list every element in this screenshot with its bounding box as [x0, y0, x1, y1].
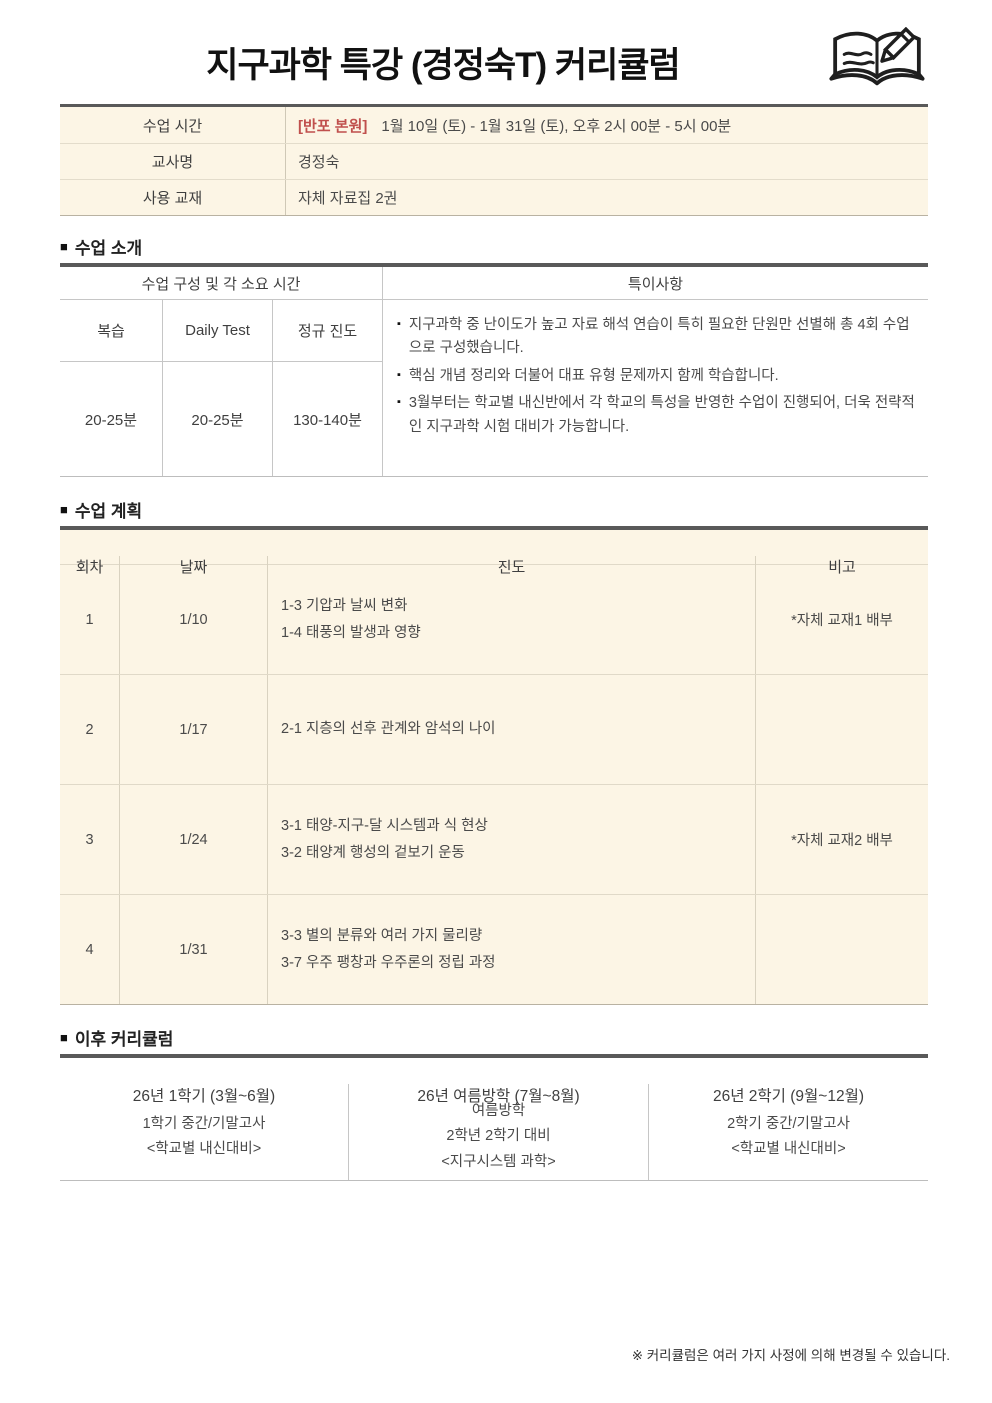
bullet-square-icon: ▪ — [397, 396, 401, 409]
table-row: 2 1/17 2-1 지층의 선후 관계와 암석의 나이 — [60, 674, 928, 784]
session-topics: 1-3 기압과 날씨 변화 1-4 태풍의 발생과 영향 — [268, 565, 756, 674]
time-text: 1월 10일 (토) - 1월 31일 (토), 오후 2시 00분 - 5시 … — [381, 117, 732, 135]
session-number: 1 — [60, 565, 120, 674]
subheader-daily-test: Daily Test — [163, 300, 273, 362]
note-text: 핵심 개념 정리와 더불어 대표 유형 문제까지 함께 학습합니다. — [408, 367, 779, 384]
section-heading-future: ■ 이후 커리큘럼 — [60, 1025, 928, 1050]
session-date: 1/31 — [120, 895, 268, 1004]
square-bullet-icon: ■ — [60, 1030, 68, 1045]
page-title: 지구과학 특강 (경정숙T) 커리큘럼 — [206, 45, 680, 85]
document-header: 지구과학 특강 (경정숙T) 커리큘럼 — [60, 0, 928, 98]
class-intro-table: 수업 구성 및 각 소요 시간 특이사항 복습 Daily Test 정규 진도… — [60, 267, 928, 477]
bullet-square-icon: ▪ — [397, 368, 401, 381]
session-topics: 2-1 지층의 선후 관계와 암석의 나이 — [268, 675, 756, 784]
subheader-regular: 정규 진도 — [273, 300, 383, 362]
section-heading-plan: ■ 수업 계획 — [60, 497, 928, 522]
session-date: 1/24 — [120, 785, 268, 894]
session-number: 3 — [60, 785, 120, 894]
square-bullet-icon: ■ — [60, 502, 68, 517]
plan-header-row: 회차 날짜 진도 비고 — [60, 530, 928, 577]
info-label-teacher: 교사명 — [60, 144, 286, 179]
col-header-remark: 비고 — [828, 559, 856, 576]
branch-highlight: [반포 본원] — [298, 117, 368, 135]
intro-note: ▪ 지구과학 중 난이도가 높고 자료 해석 연습이 특히 필요한 단원만 선별… — [397, 314, 918, 361]
future-cell-summer: 여름방학 2학년 2학기 대비 <지구시스템 과학> — [349, 1094, 649, 1180]
section-rule — [60, 1054, 928, 1058]
session-remark — [756, 895, 928, 1004]
square-bullet-icon: ■ — [60, 239, 68, 254]
info-value-textbook: 자체 자료집 2권 — [298, 190, 398, 207]
table-row: 수업 시간 [반포 본원] 1월 10일 (토) - 1월 31일 (토), 오… — [60, 107, 928, 143]
footer-disclaimer: ※ 커리큘럼은 여러 가지 사정에 의해 변경될 수 있습니다. — [631, 1348, 950, 1363]
section-title: 수업 소개 — [74, 239, 143, 258]
info-label-textbook: 사용 교재 — [60, 180, 286, 215]
future-curriculum-table: 26년 1학기 (3월~6월) 26년 여름방학 (7월~8월) 26년 2학기… — [60, 1058, 928, 1181]
session-topics: 3-3 별의 분류와 여러 가지 물리량 3-7 우주 팽창과 우주론의 정립 … — [268, 895, 756, 1004]
table-row: 사용 교재 자체 자료집 2권 — [60, 179, 928, 215]
info-value-time: [반포 본원] 1월 10일 (토) - 1월 31일 (토), 오후 2시 0… — [286, 107, 928, 143]
session-number: 2 — [60, 675, 120, 784]
info-value-teacher: 경정숙 — [298, 154, 340, 171]
session-remark: *자체 교재1 배부 — [791, 613, 893, 629]
table-row: 3 1/24 3-1 태양-지구-달 시스템과 식 현상 3-2 태양계 행성의… — [60, 784, 928, 894]
session-date: 1/10 — [120, 565, 268, 674]
section-rule — [60, 526, 928, 530]
info-label-time: 수업 시간 — [60, 107, 286, 143]
intro-left-header: 수업 구성 및 각 소요 시간 — [60, 267, 383, 300]
table-row: 1 1/10 1-3 기압과 날씨 변화 1-4 태풍의 발생과 영향 *자체 … — [60, 564, 928, 674]
section-rule — [60, 263, 928, 267]
duration-review: 20-25분 — [60, 362, 163, 476]
session-date: 1/17 — [120, 675, 268, 784]
session-number: 4 — [60, 895, 120, 1004]
note-text: 지구과학 중 난이도가 높고 자료 해석 연습이 특히 필요한 단원만 선별해 … — [408, 317, 910, 357]
bullet-square-icon: ▪ — [397, 318, 401, 330]
class-plan-table: 회차 날짜 진도 비고 1 1/10 1-3 기압과 날씨 변화 1-4 태풍의… — [60, 530, 928, 1005]
session-remark — [756, 675, 928, 784]
session-remark: *자체 교재2 배부 — [791, 833, 893, 849]
future-cell-semester1: 1학기 중간/기말고사 <학교별 내신대비> — [60, 1094, 349, 1180]
col-header-semester2: 26년 2학기 (9월~12월) — [712, 1088, 864, 1105]
session-topics: 3-1 태양-지구-달 시스템과 식 현상 3-2 태양계 행성의 겉보기 운동 — [268, 785, 756, 894]
table-row: 1학기 중간/기말고사 <학교별 내신대비> 여름방학 2학년 2학기 대비 <… — [60, 1094, 928, 1180]
table-row: 4 1/31 3-3 별의 분류와 여러 가지 물리량 3-7 우주 팽창과 우… — [60, 894, 928, 1004]
special-notes-cell: ▪ 지구과학 중 난이도가 높고 자료 해석 연습이 특히 필요한 단원만 선별… — [383, 300, 928, 476]
intro-note: ▪ 핵심 개념 정리와 더불어 대표 유형 문제까지 함께 학습합니다. — [397, 365, 918, 388]
intro-right-header: 특이사항 — [383, 267, 928, 300]
intro-note: ▪ 3월부터는 학교별 내신반에서 각 학교의 특성을 반영한 수업이 진행되어… — [397, 392, 918, 439]
duration-regular: 130-140분 — [273, 362, 383, 476]
class-info-table: 수업 시간 [반포 본원] 1월 10일 (토) - 1월 31일 (토), 오… — [60, 104, 928, 216]
section-title: 수업 계획 — [74, 502, 143, 521]
section-heading-intro: ■ 수업 소개 — [60, 234, 928, 259]
future-cell-semester2: 2학기 중간/기말고사 <학교별 내신대비> — [727, 1115, 850, 1157]
table-row: 교사명 경정숙 — [60, 143, 928, 179]
subheader-review: 복습 — [60, 300, 163, 362]
duration-daily-test: 20-25분 — [163, 362, 273, 476]
future-header-row: 26년 1학기 (3월~6월) 26년 여름방학 (7월~8월) 26년 2학기… — [60, 1058, 928, 1106]
note-text: 3월부터는 학교별 내신반에서 각 학교의 특성을 반영한 수업이 진행되어, … — [408, 395, 915, 435]
section-title: 이후 커리큘럼 — [74, 1030, 174, 1049]
book-and-pencil-icon — [829, 27, 925, 86]
